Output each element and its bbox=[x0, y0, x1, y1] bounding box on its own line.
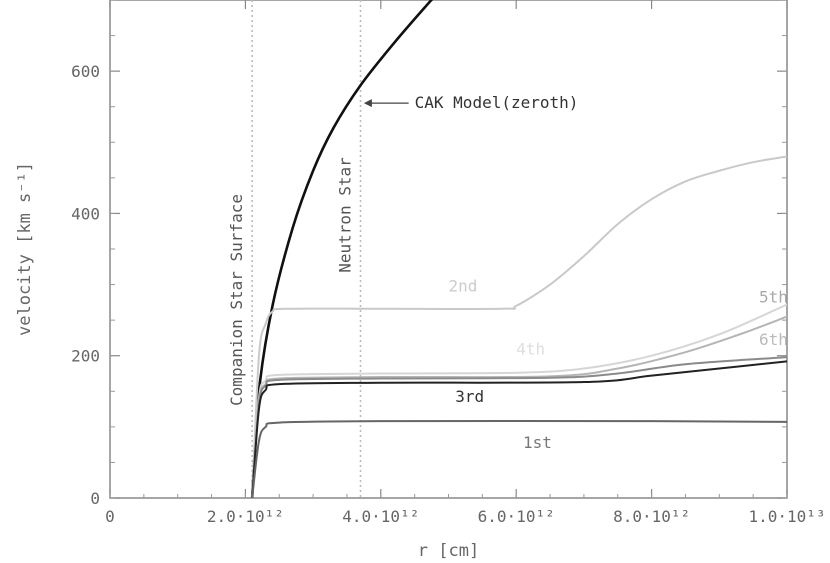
x-tick-label: 8.0·10¹² bbox=[613, 507, 690, 526]
series-group bbox=[250, 0, 787, 498]
series-label: 2nd bbox=[449, 277, 478, 296]
y-tick-label: 200 bbox=[71, 347, 100, 366]
series-line-6th bbox=[251, 356, 787, 498]
companion-star-label: Companion Star Surface bbox=[227, 194, 246, 406]
y-tick-label: 600 bbox=[71, 62, 100, 81]
x-tick-label: 1.0·10¹³ bbox=[748, 507, 825, 526]
series-line-3rd bbox=[251, 360, 787, 498]
series-label: 5th bbox=[759, 287, 788, 306]
x-tick-label: 0 bbox=[105, 507, 115, 526]
plot-frame bbox=[109, 0, 788, 499]
series-line-2nd bbox=[251, 155, 787, 498]
series-line-cak-model-zeroth- bbox=[250, 0, 434, 498]
series-label: 6th bbox=[759, 330, 788, 349]
cak-arrow-head bbox=[363, 99, 372, 108]
series-line-5th bbox=[251, 315, 787, 498]
series-line-4th bbox=[251, 303, 787, 498]
series-line-1st bbox=[251, 420, 787, 498]
y-axis-label: velocity [km s⁻¹] bbox=[15, 162, 35, 336]
x-tick-label: 4.0·10¹² bbox=[342, 507, 419, 526]
x-tick-label: 2.0·10¹² bbox=[207, 507, 284, 526]
series-label: CAK Model(zeroth) bbox=[415, 93, 579, 112]
y-tick-label: 0 bbox=[90, 489, 100, 508]
x-axis-label: r [cm] bbox=[418, 541, 479, 561]
series-label: 1st bbox=[523, 433, 552, 452]
x-tick-label: 6.0·10¹² bbox=[478, 507, 555, 526]
series-label: 4th bbox=[516, 339, 545, 358]
neutron-star-label: Neutron Star bbox=[335, 157, 354, 273]
series-label: 3rd bbox=[455, 387, 484, 406]
y-tick-label: 400 bbox=[71, 204, 100, 223]
